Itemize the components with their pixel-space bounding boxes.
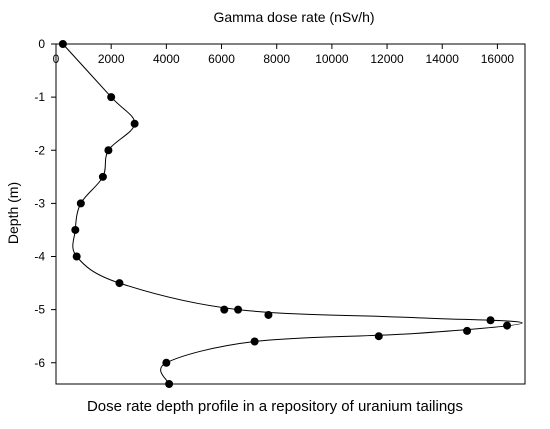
- data-point: [264, 310, 273, 319]
- plot-frame: [55, 43, 526, 385]
- y-tick-label: -1: [34, 90, 45, 104]
- x-tick-label: 12000: [370, 52, 404, 66]
- x-tick-label: 14000: [426, 52, 460, 66]
- x-axis-title: Gamma dose rate (nSv/h): [213, 9, 374, 25]
- data-point: [98, 172, 107, 181]
- data-point: [104, 146, 113, 155]
- x-axis-ticks: 0 2000 4000 6000 8000 10000 12000 14000 16000: [53, 44, 515, 66]
- data-point: [162, 358, 171, 367]
- data-point: [220, 305, 229, 314]
- y-axis-title: Depth (m): [5, 182, 21, 244]
- y-tick-label: -2: [34, 143, 45, 157]
- y-tick-label: -6: [34, 356, 45, 370]
- data-point: [250, 337, 259, 346]
- x-tick-label: 0: [53, 52, 60, 66]
- data-point: [234, 305, 243, 314]
- profile-curve: [62, 43, 523, 385]
- data-point: [374, 332, 383, 341]
- x-tick-label: 8000: [263, 52, 290, 66]
- x-tick-label: 6000: [208, 52, 235, 66]
- data-point: [165, 380, 174, 388]
- data-point: [76, 199, 85, 208]
- data-point: [71, 225, 80, 234]
- data-point: [107, 93, 116, 102]
- y-tick-label: 0: [38, 37, 45, 51]
- x-tick-label: 2000: [98, 52, 125, 66]
- x-tick-label: 16000: [481, 52, 515, 66]
- data-point: [130, 119, 139, 128]
- data-point: [115, 279, 124, 288]
- data-point: [58, 40, 67, 48]
- y-tick-label: -5: [34, 303, 45, 317]
- y-axis-ticks: 0 -1 -2 -3 -4 -5 -6: [34, 37, 56, 370]
- y-tick-label: -4: [34, 250, 45, 264]
- data-point: [486, 316, 495, 325]
- y-tick-label: -3: [34, 196, 45, 210]
- x-tick-label: 4000: [153, 52, 180, 66]
- data-point: [72, 252, 81, 261]
- figure-caption: Dose rate depth profile in a repository …: [86, 398, 464, 415]
- data-points: [58, 40, 512, 388]
- data-point: [503, 321, 512, 330]
- data-point: [463, 326, 472, 335]
- x-tick-label: 10000: [315, 52, 349, 66]
- plot-border: [55, 43, 526, 385]
